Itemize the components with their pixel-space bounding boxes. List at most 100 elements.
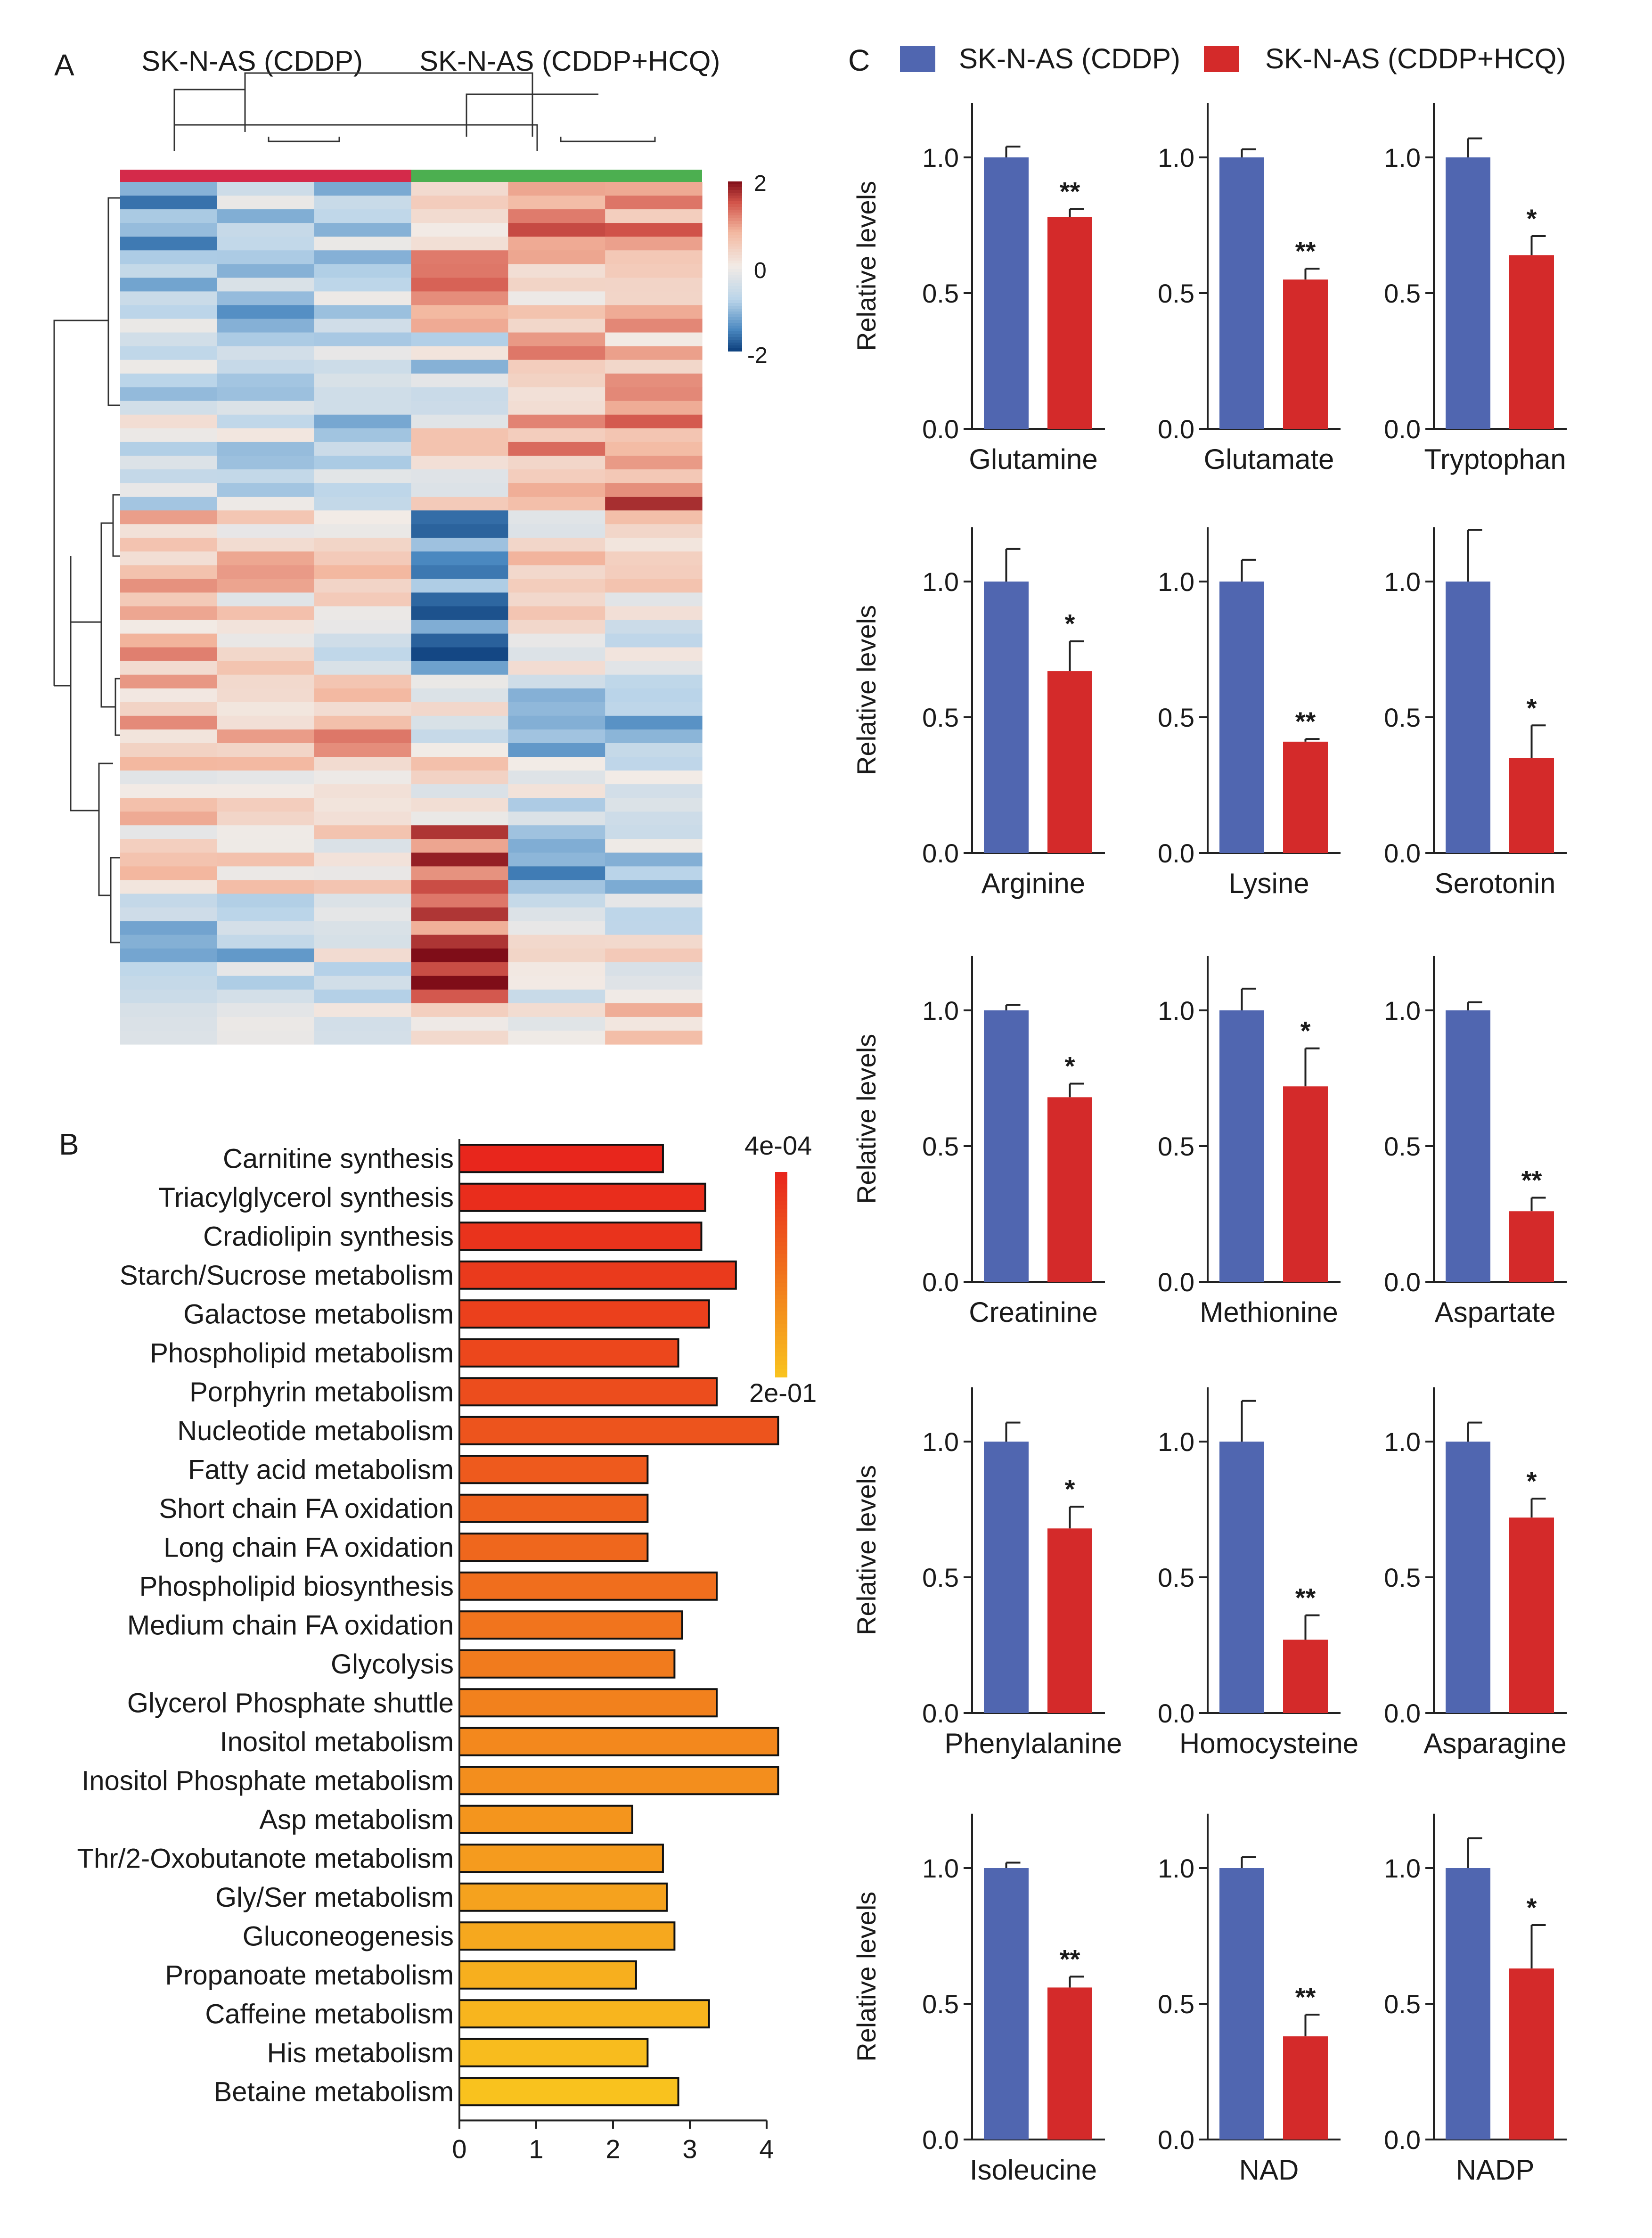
pathway-bar bbox=[458, 1338, 679, 1368]
heatmap-cell bbox=[508, 497, 605, 511]
metabolite-chart-asparagine: 0.0 0.5 1.0 * Asparagine bbox=[1384, 1387, 1567, 1759]
heatmap-cell bbox=[314, 182, 412, 196]
heatmap-cell bbox=[605, 743, 703, 757]
colorbar-segment bbox=[728, 235, 742, 238]
heatmap-cell bbox=[217, 921, 315, 935]
pathway-label: Inositol metabolism bbox=[220, 1727, 454, 1757]
heatmap-cell bbox=[411, 209, 508, 223]
heatmap-cell bbox=[508, 278, 605, 292]
colorbar-segment bbox=[728, 244, 742, 247]
bar-cddp-hcq bbox=[1509, 1517, 1554, 1713]
y-tick-label: 1.0 bbox=[922, 567, 959, 597]
bar-cddp-hcq bbox=[1283, 1640, 1328, 1713]
pathway-bar bbox=[458, 2077, 679, 2107]
colorbar-segment bbox=[728, 295, 742, 298]
heatmap-cell bbox=[217, 606, 315, 621]
heatmap-cell bbox=[120, 1030, 218, 1045]
pathway-x-tick-label: 4 bbox=[759, 2134, 774, 2164]
heatmap-cell bbox=[411, 401, 508, 415]
row-dendrogram-branch bbox=[107, 320, 120, 406]
heatmap-cell bbox=[508, 250, 605, 264]
heatmap-cell bbox=[605, 935, 703, 949]
heatmap-cell bbox=[217, 510, 315, 525]
pvalue-colorbar-segment bbox=[775, 1266, 787, 1271]
heatmap-cell bbox=[120, 674, 218, 689]
colorbar-segment bbox=[728, 181, 742, 185]
pathway-bar bbox=[458, 1221, 703, 1251]
heatmap-cell bbox=[314, 455, 412, 470]
heatmap-cell bbox=[605, 894, 703, 908]
pvalue-colorbar-segment bbox=[775, 1336, 787, 1341]
bar-cddp bbox=[1219, 157, 1264, 429]
heatmap-cell bbox=[217, 825, 315, 839]
heatmap-cell bbox=[120, 921, 218, 935]
heatmap-cell bbox=[120, 1003, 218, 1017]
heatmap-cell bbox=[314, 319, 412, 333]
heatmap-cell bbox=[314, 620, 412, 634]
metabolite-chart-arginine: 0.0 0.5 1.0 Relative levels * Arginine bbox=[851, 527, 1105, 899]
colorbar-segment bbox=[728, 317, 742, 320]
heatmap-cell bbox=[314, 771, 412, 785]
heatmap-cell bbox=[411, 948, 508, 963]
significance-label: ** bbox=[1295, 1982, 1316, 2012]
bar-cddp bbox=[1219, 1010, 1264, 1282]
metabolite-chart-phenylalanine: 0.0 0.5 1.0 Relative levels * Phenylalanine bbox=[851, 1387, 1122, 1759]
metabolite-label: Lysine bbox=[1228, 868, 1309, 899]
heatmap-cell bbox=[314, 360, 412, 374]
y-tick-label: 0.0 bbox=[1158, 838, 1194, 868]
pvalue-colorbar-segment bbox=[775, 1221, 787, 1226]
metabolite-chart-tryptophan: 0.0 0.5 1.0 * Tryptophan bbox=[1384, 103, 1567, 475]
colorbar-segment bbox=[728, 283, 742, 287]
pathway-bar-chart: Carnitine synthesis Triacylglycerol synth… bbox=[77, 1131, 817, 2164]
heatmap-cell bbox=[411, 510, 508, 525]
panel-b-label: B bbox=[59, 1127, 79, 1161]
heatmap-cell bbox=[605, 976, 703, 990]
heatmap-cell bbox=[605, 1003, 703, 1017]
row-dendrogram-branch bbox=[70, 556, 99, 812]
pathway-label: Phospholipid biosynthesis bbox=[139, 1571, 454, 1602]
heatmap-cell bbox=[120, 524, 218, 538]
heatmap-cell bbox=[508, 976, 605, 990]
pvalue-colorbar-segment bbox=[775, 1229, 787, 1234]
heatmap-cell bbox=[605, 278, 703, 292]
heatmap-cell bbox=[605, 880, 703, 894]
heatmap-cell bbox=[411, 346, 508, 361]
heatmap-cell bbox=[508, 812, 605, 826]
y-tick-label: 0.5 bbox=[1384, 703, 1421, 732]
heatmap-cell bbox=[314, 948, 412, 963]
heatmap-cell bbox=[605, 182, 703, 196]
heatmap-cell bbox=[217, 373, 315, 388]
heatmap-cell bbox=[120, 455, 218, 470]
heatmap-cell bbox=[508, 332, 605, 347]
row-dendrogram-branch bbox=[112, 523, 120, 557]
significance-label: ** bbox=[1295, 1583, 1316, 1613]
heatmap-cell bbox=[605, 771, 703, 785]
pathway-label: Gly/Ser metabolism bbox=[215, 1882, 454, 1913]
bar-cddp-hcq bbox=[1047, 1528, 1092, 1713]
bar-cddp-hcq bbox=[1283, 279, 1328, 429]
bar-cddp bbox=[1219, 582, 1264, 853]
y-tick-label: 1.0 bbox=[922, 1853, 959, 1883]
heatmap-cell bbox=[217, 1017, 315, 1031]
heatmap-cell bbox=[411, 935, 508, 949]
heatmap-cell bbox=[605, 332, 703, 347]
heatmap-cell bbox=[217, 401, 315, 415]
y-tick-label: 0.5 bbox=[1158, 1563, 1194, 1592]
heatmap-cell bbox=[411, 812, 508, 826]
pvalue-colorbar-segment bbox=[775, 1250, 787, 1254]
colorbar-segment bbox=[728, 204, 742, 207]
heatmap-cell bbox=[508, 442, 605, 456]
heatmap-cell bbox=[605, 620, 703, 634]
pathway-label: Thr/2-Oxobutanote metabolism bbox=[77, 1843, 454, 1874]
pathway-bar bbox=[458, 1610, 683, 1640]
pathway-bar bbox=[458, 1571, 718, 1601]
heatmap-cell bbox=[217, 633, 315, 648]
colorbar-segment bbox=[728, 201, 742, 205]
heatmap-cell bbox=[314, 962, 412, 976]
heatmap-cell bbox=[508, 319, 605, 333]
colorbar-segment bbox=[728, 340, 742, 343]
pvalue-colorbar-segment bbox=[775, 1328, 787, 1333]
heatmap-cell bbox=[120, 976, 218, 990]
heatmap-cell bbox=[120, 373, 218, 388]
